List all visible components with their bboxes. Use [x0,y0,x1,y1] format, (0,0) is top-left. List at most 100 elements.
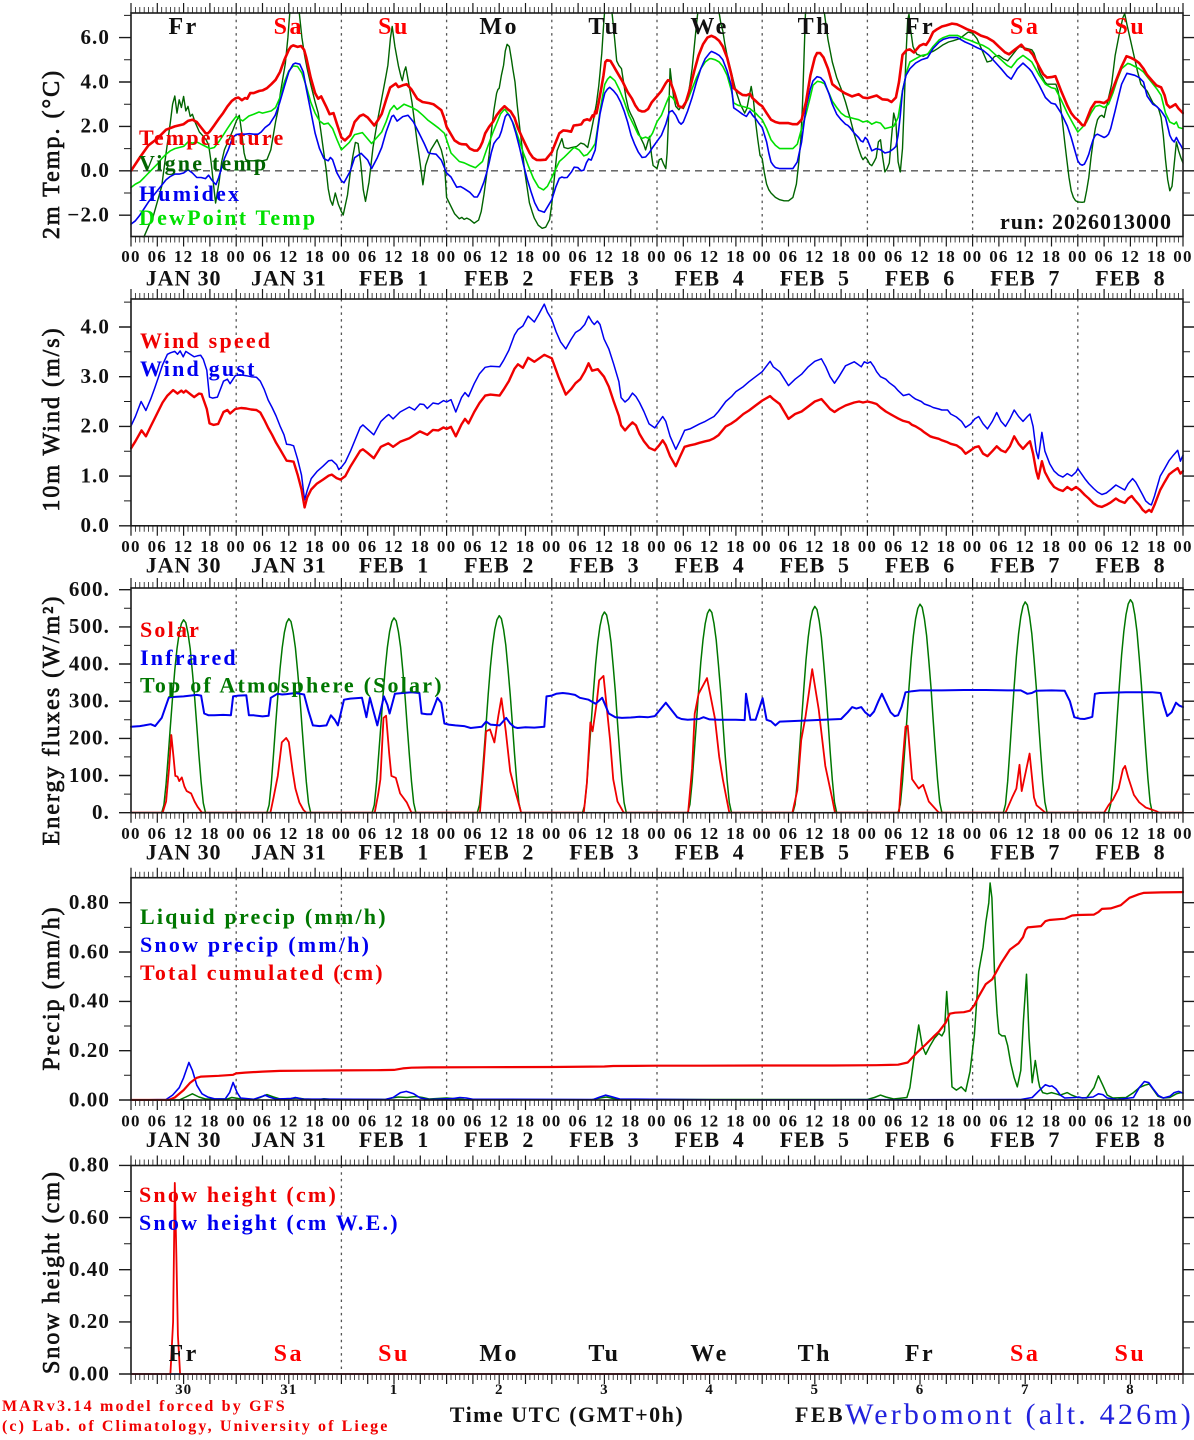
svg-text:0.00: 0.00 [69,1087,110,1111]
svg-text:1: 1 [390,1382,399,1398]
svg-text:00: 00 [121,247,140,266]
svg-text:FEB 1: FEB 1 [359,553,429,578]
svg-text:00: 00 [752,247,771,266]
svg-text:06: 06 [568,537,587,556]
svg-text:300.: 300. [69,689,110,713]
svg-text:FEB 2: FEB 2 [464,840,534,865]
svg-text:00: 00 [332,537,351,556]
svg-text:18: 18 [621,247,640,266]
svg-text:31: 31 [280,1382,297,1398]
svg-text:00: 00 [437,537,456,556]
svg-text:Th: Th [798,14,832,40]
svg-text:18: 18 [937,1111,956,1130]
svg-text:FEB 3: FEB 3 [569,266,639,291]
svg-text:Liquid precip (mm/h): Liquid precip (mm/h) [140,904,388,929]
svg-text:00: 00 [542,537,561,556]
svg-text:12: 12 [700,247,719,266]
svg-text:FEB 2: FEB 2 [464,266,534,291]
svg-text:00: 00 [226,824,245,843]
svg-text:00: 00 [1068,247,1087,266]
svg-text:Solar: Solar [140,617,201,642]
svg-text:FEB 3: FEB 3 [569,840,639,865]
svg-text:06: 06 [674,247,693,266]
svg-text:4: 4 [705,1382,714,1398]
svg-text:12: 12 [700,537,719,556]
svg-text:18: 18 [1042,1111,1061,1130]
svg-text:FEB 6: FEB 6 [885,1127,955,1152]
svg-text:06: 06 [989,247,1008,266]
svg-text:00: 00 [647,824,666,843]
svg-text:12: 12 [384,537,403,556]
svg-text:Tu: Tu [588,14,620,40]
svg-text:00: 00 [1173,824,1192,843]
svg-text:00: 00 [963,824,982,843]
svg-text:6: 6 [916,1382,925,1398]
svg-text:00: 00 [121,1111,140,1130]
svg-text:We: We [690,14,728,40]
svg-text:18: 18 [516,1111,535,1130]
svg-text:Snow height (cm): Snow height (cm) [39,1170,65,1374]
svg-text:12: 12 [910,247,929,266]
svg-text:JAN 31: JAN 31 [251,1127,327,1152]
svg-text:18: 18 [200,537,219,556]
svg-text:0.80: 0.80 [69,890,110,914]
svg-text:00: 00 [647,537,666,556]
svg-text:4.0: 4.0 [80,69,110,93]
svg-text:100.: 100. [69,763,110,787]
svg-text:18: 18 [411,824,430,843]
svg-text:0.0: 0.0 [80,513,110,537]
svg-text:06: 06 [884,247,903,266]
svg-text:8: 8 [1126,1382,1135,1398]
svg-text:FEB 5: FEB 5 [780,1127,850,1152]
svg-text:12: 12 [805,247,824,266]
svg-text:00: 00 [332,247,351,266]
svg-text:18: 18 [305,537,324,556]
svg-text:18: 18 [1042,824,1061,843]
svg-text:JAN 30: JAN 30 [146,1127,222,1152]
svg-text:06: 06 [568,1111,587,1130]
svg-text:Total cumulated (cm): Total cumulated (cm) [140,960,385,985]
svg-text:12: 12 [595,247,614,266]
svg-text:00: 00 [858,537,877,556]
svg-text:06: 06 [253,537,272,556]
svg-text:FEB 4: FEB 4 [675,266,745,291]
svg-text:10m Wind (m/s): 10m Wind (m/s) [39,326,65,511]
svg-text:Fr: Fr [905,14,935,40]
svg-text:06: 06 [253,1111,272,1130]
svg-text:12: 12 [384,247,403,266]
svg-text:FEB 8: FEB 8 [1095,266,1165,291]
svg-text:18: 18 [305,1111,324,1130]
svg-text:00: 00 [647,247,666,266]
svg-text:12: 12 [174,1111,193,1130]
svg-text:(c) Lab. of Climatology, Unive: (c) Lab. of Climatology, University of L… [2,1418,389,1435]
svg-text:06: 06 [1094,537,1113,556]
svg-text:FEB 5: FEB 5 [780,266,850,291]
svg-text:FEB 5: FEB 5 [780,840,850,865]
svg-text:18: 18 [937,537,956,556]
svg-text:18: 18 [200,247,219,266]
svg-text:FEB 8: FEB 8 [1095,1127,1165,1152]
svg-text:18: 18 [621,824,640,843]
svg-text:Su: Su [378,1341,410,1367]
svg-text:FEB: FEB [795,1402,845,1427]
svg-text:5: 5 [811,1382,820,1398]
svg-text:12: 12 [910,537,929,556]
svg-text:06: 06 [779,537,798,556]
svg-text:Werbomont (alt. 426m): Werbomont (alt. 426m) [845,1398,1194,1431]
svg-text:06: 06 [779,1111,798,1130]
svg-text:2.0: 2.0 [80,414,110,438]
svg-text:18: 18 [621,1111,640,1130]
svg-text:06: 06 [674,1111,693,1130]
svg-text:12: 12 [805,824,824,843]
svg-text:Su: Su [1115,1341,1147,1367]
svg-text:06: 06 [884,537,903,556]
svg-text:Humidex: Humidex [139,181,241,206]
svg-text:18: 18 [411,537,430,556]
svg-text:3: 3 [600,1382,609,1398]
svg-text:18: 18 [411,247,430,266]
svg-text:12: 12 [279,247,298,266]
svg-text:0.0: 0.0 [80,158,110,182]
svg-text:Su: Su [1115,14,1147,40]
svg-text:−2.0: −2.0 [67,203,110,227]
svg-text:18: 18 [1147,1111,1166,1130]
